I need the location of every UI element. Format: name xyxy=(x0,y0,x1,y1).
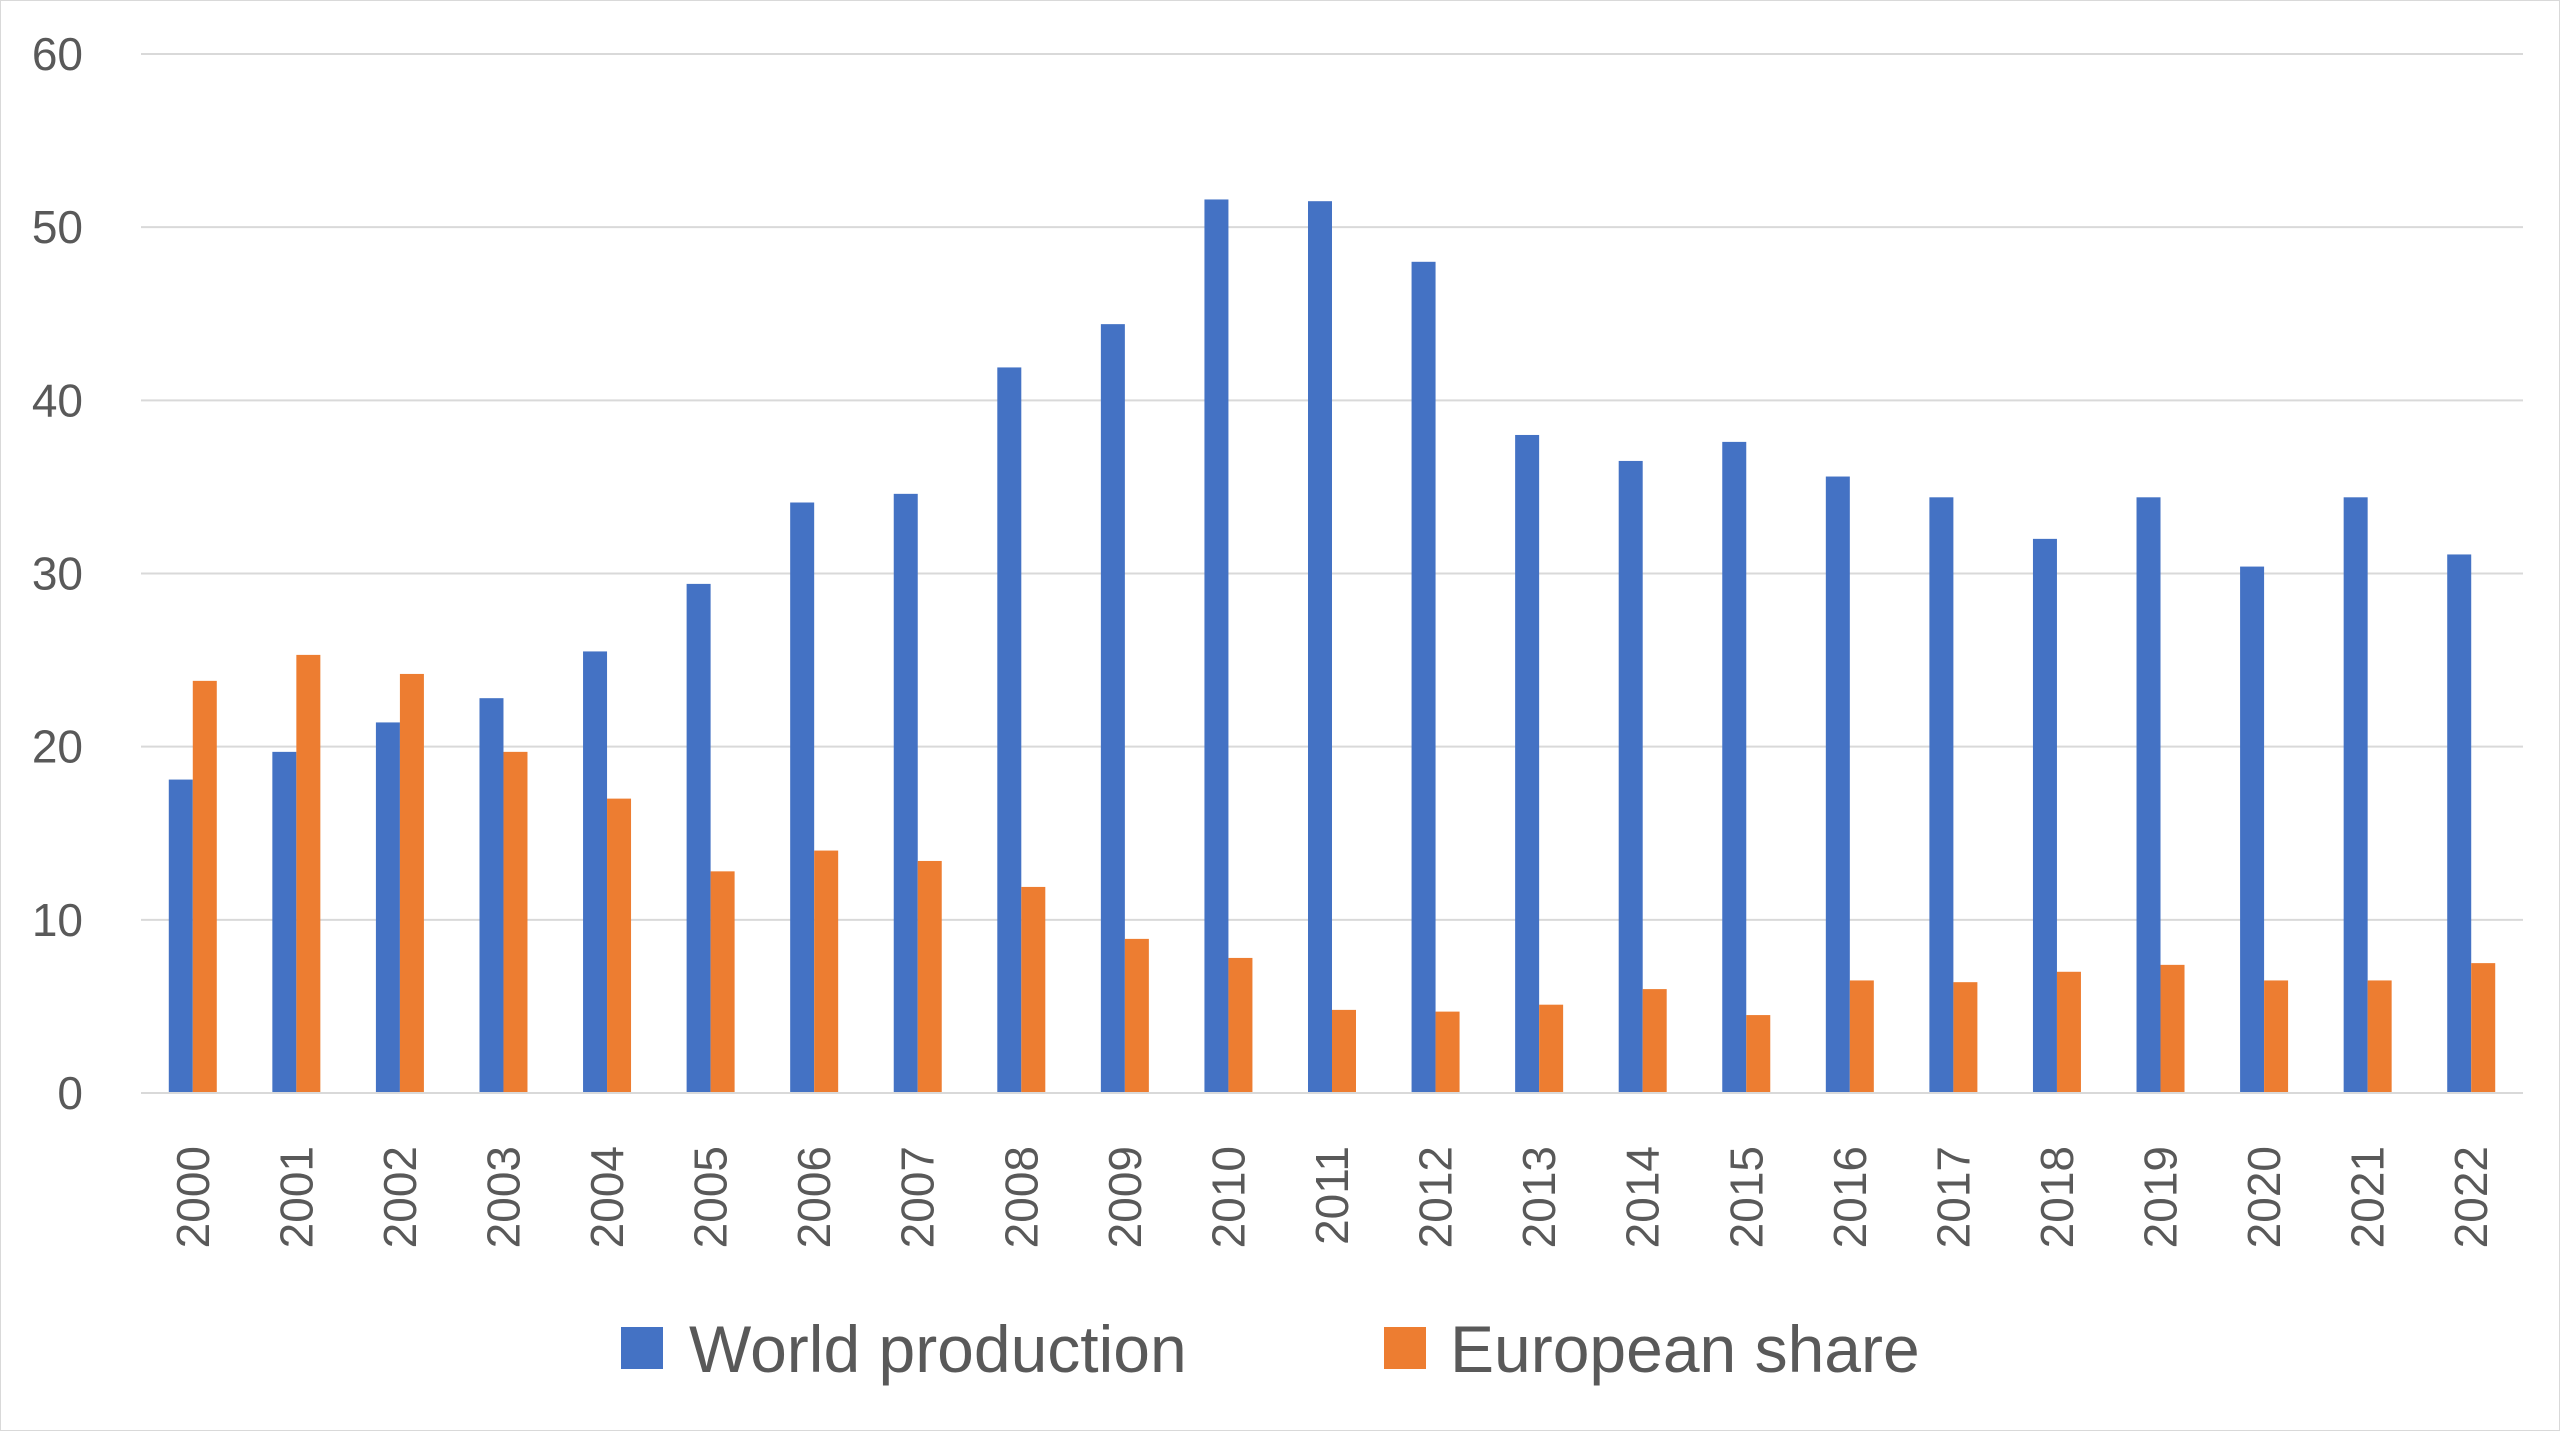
bar-european-share-2003 xyxy=(503,751,528,1093)
x-tick-label-2021: 2021 xyxy=(2342,1146,2394,1248)
y-tick-label-20: 20 xyxy=(32,721,83,773)
x-tick-label-2004: 2004 xyxy=(581,1146,633,1248)
bar-world-production-2009 xyxy=(1100,324,1125,1093)
x-axis: 2000 2001 2002 2003 2004 2005 2006 2007 2008 2009… xyxy=(167,1146,2497,1248)
bar-world-production-2016 xyxy=(1825,476,1850,1093)
bar-european-share-2006 xyxy=(814,850,839,1093)
bar-world-production-2011 xyxy=(1308,201,1332,1094)
bar-world-production-2004 xyxy=(583,651,608,1093)
bar-world-production-2022 xyxy=(2447,554,2472,1093)
y-tick-label-60: 60 xyxy=(32,28,83,80)
bar-european-share-2016 xyxy=(1849,980,1874,1093)
x-tick-label-2016: 2016 xyxy=(1824,1146,1876,1248)
bar-world-production-2012 xyxy=(1411,261,1436,1093)
x-tick-label-2010: 2010 xyxy=(1202,1146,1254,1248)
bar-european-share-2014 xyxy=(1642,989,1667,1093)
x-tick-label-2005: 2005 xyxy=(685,1146,737,1248)
bar-european-share-2017 xyxy=(1953,982,1978,1093)
legend-label-european-share: European share xyxy=(1450,1312,1920,1386)
x-tick-label-2019: 2019 xyxy=(2135,1146,2187,1248)
x-tick-label-2015: 2015 xyxy=(1720,1146,1772,1248)
bar-world-production-2013 xyxy=(1515,434,1540,1093)
bar-european-share-2012 xyxy=(1435,1011,1460,1093)
legend: World production European share xyxy=(621,1312,1920,1386)
bar-world-production-2003 xyxy=(479,698,504,1093)
x-tick-label-2000: 2000 xyxy=(167,1146,219,1248)
y-tick-label-50: 50 xyxy=(32,201,83,253)
bar-world-production-2001 xyxy=(272,751,297,1093)
bar-european-share-2000 xyxy=(192,680,217,1093)
bar-european-share-2021 xyxy=(2367,980,2392,1093)
x-tick-label-2022: 2022 xyxy=(2445,1146,2497,1248)
bar-european-share-2019 xyxy=(2160,964,2185,1093)
bar-world-production-2017 xyxy=(1929,497,1954,1094)
y-tick-label-40: 40 xyxy=(32,374,83,426)
x-tick-label-2012: 2012 xyxy=(1410,1146,1462,1248)
bar-european-share-2008 xyxy=(1021,886,1046,1093)
bar-world-production-2005 xyxy=(686,583,711,1093)
x-tick-label-2002: 2002 xyxy=(374,1146,426,1248)
x-tick-label-2008: 2008 xyxy=(995,1146,1047,1248)
y-tick-label-30: 30 xyxy=(32,548,83,600)
x-tick-label-2018: 2018 xyxy=(2031,1146,2083,1248)
bar-european-share-2004 xyxy=(607,798,632,1093)
bar-world-production-2021 xyxy=(2343,497,2368,1094)
bar-world-production-2019 xyxy=(2136,497,2161,1094)
bar-world-production-2014 xyxy=(1618,460,1643,1094)
bar-european-share-2015 xyxy=(1746,1015,1771,1093)
bar-world-production-2018 xyxy=(2032,538,2057,1093)
bar-european-share-2009 xyxy=(1124,938,1149,1093)
bar-european-share-2020 xyxy=(2264,980,2289,1093)
x-tick-label-2017: 2017 xyxy=(1927,1146,1979,1248)
bar-european-share-2013 xyxy=(1539,1004,1564,1093)
bar-european-share-2001 xyxy=(296,654,321,1093)
x-tick-label-2020: 2020 xyxy=(2238,1146,2290,1248)
bar-european-share-2002 xyxy=(399,673,424,1093)
x-tick-label-2011: 2011 xyxy=(1306,1146,1358,1245)
y-tick-label-0: 0 xyxy=(57,1067,83,1119)
legend-swatch-world-production xyxy=(621,1327,663,1369)
x-tick-label-2013: 2013 xyxy=(1513,1146,1565,1248)
bar-world-production-2015 xyxy=(1722,441,1747,1094)
x-tick-label-2007: 2007 xyxy=(892,1146,944,1248)
bar-european-share-2022 xyxy=(2471,963,2496,1093)
bar-world-production-2010 xyxy=(1204,199,1229,1093)
x-tick-label-2009: 2009 xyxy=(1099,1146,1151,1248)
x-tick-label-2006: 2006 xyxy=(788,1146,840,1248)
bar-european-share-2018 xyxy=(2056,971,2081,1093)
bar-world-production-2006 xyxy=(790,502,815,1093)
legend-swatch-european-share xyxy=(1384,1327,1426,1369)
bar-world-production-2008 xyxy=(997,367,1022,1094)
bar-world-production-2007 xyxy=(893,493,918,1093)
bar-world-production-2020 xyxy=(2240,566,2265,1093)
bar-european-share-2005 xyxy=(710,871,735,1093)
bar-european-share-2007 xyxy=(917,860,942,1093)
x-tick-label-2003: 2003 xyxy=(477,1146,529,1248)
bars xyxy=(168,199,2496,1094)
y-axis: 0 10 20 30 40 50 60 xyxy=(32,28,83,1119)
y-tick-label-10: 10 xyxy=(32,894,83,946)
bar-european-share-2011 xyxy=(1332,1009,1356,1093)
bar-european-share-2010 xyxy=(1228,957,1253,1093)
x-tick-label-2001: 2001 xyxy=(270,1146,322,1248)
x-tick-label-2014: 2014 xyxy=(1617,1146,1669,1248)
bar-world-production-2002 xyxy=(375,722,400,1093)
bar-world-production-2000 xyxy=(168,779,193,1093)
legend-label-world-production: World production xyxy=(689,1312,1187,1386)
